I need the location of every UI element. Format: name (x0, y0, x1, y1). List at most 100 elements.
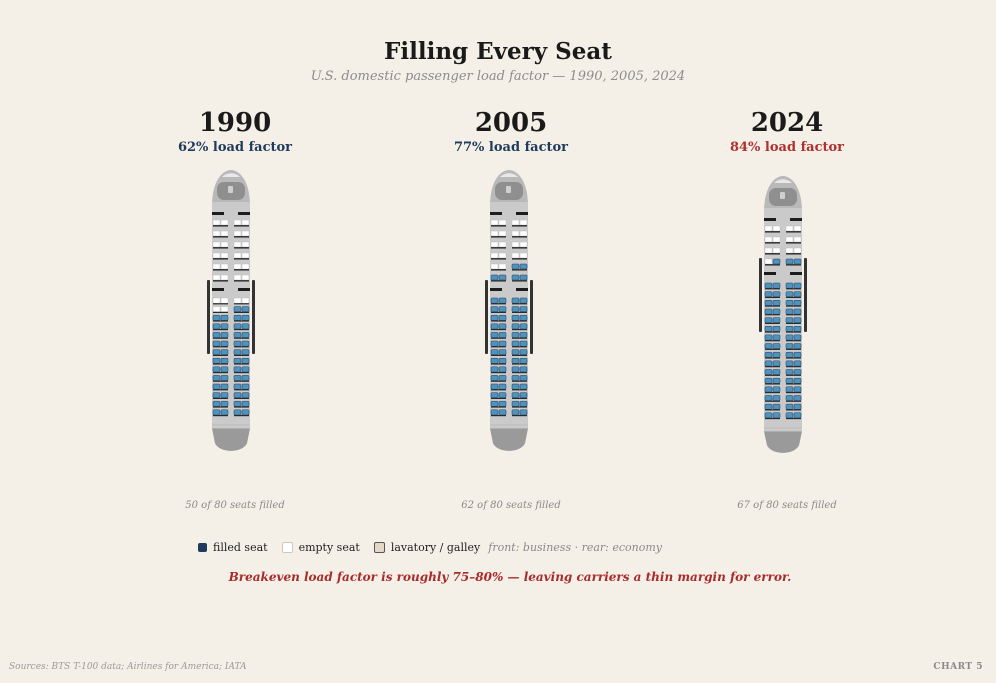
seat-filled (764, 317, 773, 324)
wing-left (207, 280, 210, 354)
seat-base (213, 354, 228, 356)
seat-filled (772, 308, 781, 315)
seat-filled (220, 314, 229, 321)
seat-empty (233, 219, 242, 226)
seat-base (234, 225, 249, 227)
seat-empty (793, 236, 802, 243)
seat-filled (793, 317, 802, 324)
seat-empty (241, 263, 250, 270)
legend-label: empty seat (298, 540, 360, 554)
seat-filled (511, 332, 520, 338)
galley-bar (238, 212, 250, 215)
seat-base (234, 372, 249, 374)
seat-filled (498, 332, 507, 338)
legend-label: filled seat (213, 540, 268, 554)
seat-filled (793, 343, 802, 350)
seat-filled (772, 395, 781, 401)
legend-item-lav: lavatory / galley (373, 541, 480, 554)
seat-filled (764, 343, 773, 350)
seat-empty (212, 263, 221, 270)
seat-filled (772, 386, 781, 393)
seat-filled (220, 366, 229, 373)
seat-filled (498, 383, 507, 390)
seat-filled (241, 314, 250, 321)
seat-filled (785, 403, 794, 410)
seat-base (765, 409, 780, 411)
seat-base (512, 354, 527, 356)
seat-base (213, 280, 228, 282)
seat-base (234, 269, 249, 271)
seat-filled (233, 306, 242, 313)
seat-filled (241, 383, 250, 390)
seat-base (213, 380, 228, 382)
seat-filled (793, 369, 802, 375)
seat-filled (241, 409, 250, 416)
seat-filled (764, 308, 773, 315)
seat-filled (490, 306, 499, 313)
seat-filled (785, 369, 794, 375)
seat-empty (490, 252, 499, 259)
legend-note: front: business · rear: economy (488, 540, 663, 554)
seat-base (234, 258, 249, 260)
seat-filled (498, 297, 507, 304)
seat-filled (511, 400, 520, 407)
seat-filled (212, 323, 221, 330)
seat-base (512, 372, 527, 374)
seat-filled (241, 332, 250, 338)
seat-filled (772, 343, 781, 350)
seat-filled (793, 300, 802, 306)
seat-filled (498, 340, 507, 347)
panel-load-factor: 62% load factor (177, 140, 293, 155)
seat-empty (241, 274, 250, 281)
seat-filled (772, 351, 781, 358)
tail (490, 428, 528, 451)
seat-filled (785, 377, 794, 384)
seat-base (512, 406, 527, 408)
seat-filled (519, 332, 528, 338)
seat-filled (490, 357, 499, 364)
seat-filled (519, 349, 528, 356)
galley-bar (790, 272, 802, 275)
seat-filled (233, 349, 242, 356)
galley-bar (764, 272, 776, 275)
seat-base (491, 397, 506, 399)
seat-empty (498, 241, 507, 248)
seat-base (512, 415, 527, 417)
seat-empty (241, 297, 250, 304)
seat-base (512, 311, 527, 313)
wing-right (252, 280, 255, 354)
seat-filled (785, 334, 794, 341)
seat-filled (785, 282, 794, 289)
seat-filled (220, 357, 229, 364)
seat-base (491, 280, 506, 282)
seat-empty (498, 230, 507, 237)
seat-filled (233, 366, 242, 373)
seat-filled (498, 274, 507, 281)
seat-filled (793, 351, 802, 358)
seat-base (491, 346, 506, 348)
seat-empty (511, 219, 520, 226)
seat-filled (233, 383, 242, 390)
seat-empty (220, 252, 229, 259)
seat-base (512, 236, 527, 238)
seat-filled (498, 323, 507, 330)
seat-filled (793, 291, 802, 298)
seat-filled (233, 314, 242, 321)
seat-filled (519, 297, 528, 304)
seat-base (786, 314, 801, 316)
seat-base (491, 303, 506, 305)
seat-empty (511, 230, 520, 237)
seat-filled (511, 357, 520, 364)
seat-filled (793, 403, 802, 410)
seat-filled (519, 392, 528, 399)
galley-bar (516, 288, 528, 291)
seat-empty (212, 297, 221, 304)
seat-filled (785, 386, 794, 393)
seat-filled (490, 340, 499, 347)
seat-empty (785, 247, 794, 254)
seat-empty (764, 247, 773, 254)
galley-bar (790, 218, 802, 221)
seat-empty (233, 252, 242, 259)
seat-filled (785, 326, 794, 332)
seat-base (491, 389, 506, 391)
